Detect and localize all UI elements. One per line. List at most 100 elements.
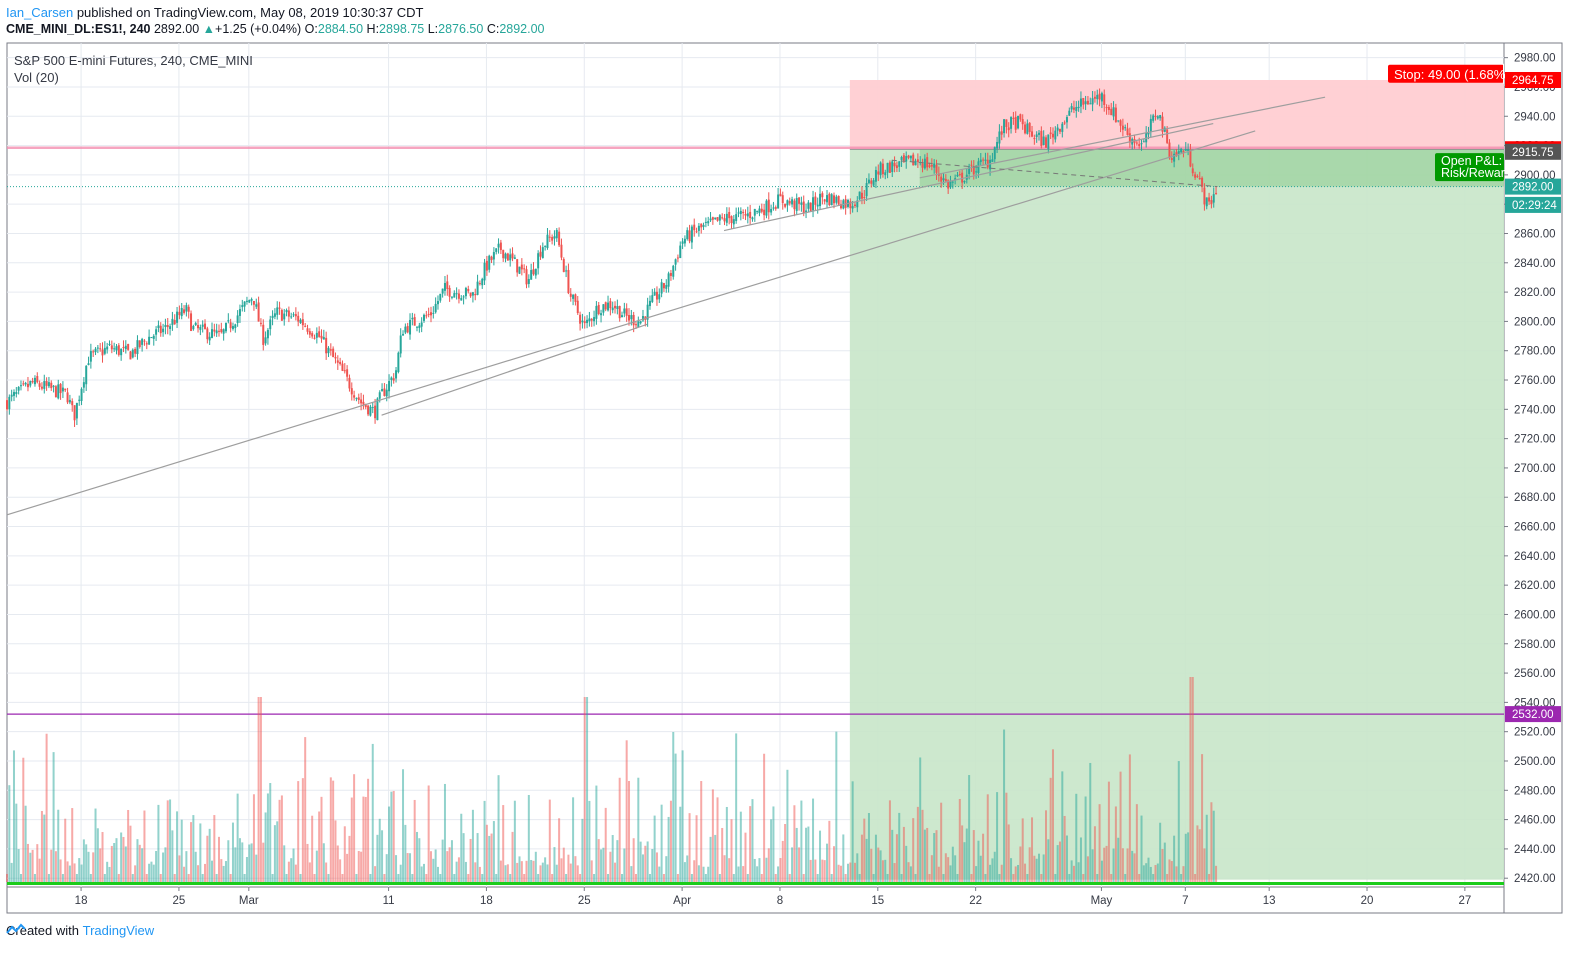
candle[interactable] — [327, 347, 330, 354]
candle[interactable] — [886, 162, 889, 173]
candle[interactable] — [1105, 107, 1108, 109]
candle[interactable] — [665, 285, 668, 289]
candle[interactable] — [611, 307, 614, 311]
candle[interactable] — [152, 335, 155, 339]
candle[interactable] — [201, 324, 204, 327]
candle[interactable] — [478, 283, 481, 285]
candle[interactable] — [325, 337, 328, 354]
candle[interactable] — [707, 221, 710, 224]
candle[interactable] — [1112, 107, 1115, 117]
price-axis-badge[interactable] — [1505, 71, 1561, 88]
candle[interactable] — [704, 221, 707, 223]
candle[interactable] — [404, 326, 407, 333]
trend-line[interactable] — [381, 323, 648, 416]
candle[interactable] — [1208, 197, 1211, 202]
candle[interactable] — [998, 131, 1001, 144]
candle[interactable] — [52, 385, 55, 387]
candle[interactable] — [891, 161, 894, 172]
candle[interactable] — [1012, 117, 1015, 119]
candle[interactable] — [378, 392, 381, 399]
candle[interactable] — [632, 314, 635, 326]
candle[interactable] — [1212, 194, 1215, 203]
candle[interactable] — [1045, 137, 1048, 148]
candle[interactable] — [278, 307, 281, 309]
candle[interactable] — [369, 406, 372, 416]
candle[interactable] — [294, 314, 297, 317]
candle[interactable] — [15, 392, 18, 395]
candle[interactable] — [662, 283, 665, 289]
candle[interactable] — [222, 329, 225, 334]
candle[interactable] — [110, 345, 113, 350]
candle[interactable] — [716, 217, 719, 221]
candle[interactable] — [602, 304, 605, 313]
candle[interactable] — [29, 380, 32, 386]
candle[interactable] — [318, 331, 321, 337]
trend-line[interactable] — [919, 96, 1326, 179]
candle[interactable] — [1168, 142, 1171, 158]
candle[interactable] — [43, 381, 46, 389]
candle[interactable] — [448, 287, 451, 297]
candle[interactable] — [436, 301, 439, 305]
author-link[interactable]: Ian_Carsen — [6, 5, 74, 20]
candle[interactable] — [583, 321, 586, 324]
candle[interactable] — [711, 217, 714, 220]
candle[interactable] — [837, 196, 840, 205]
candle[interactable] — [821, 193, 824, 198]
candle[interactable] — [551, 236, 554, 241]
candle[interactable] — [921, 163, 924, 168]
candle[interactable] — [78, 399, 81, 401]
candle[interactable] — [422, 314, 425, 321]
candle[interactable] — [537, 253, 540, 269]
candle[interactable] — [250, 298, 253, 301]
candle[interactable] — [224, 322, 227, 332]
candle[interactable] — [271, 315, 274, 319]
candle[interactable] — [213, 329, 216, 332]
candle[interactable] — [1110, 108, 1113, 116]
candle[interactable] — [1154, 115, 1157, 117]
candle[interactable] — [120, 348, 123, 356]
candle[interactable] — [24, 382, 27, 385]
candle[interactable] — [653, 291, 656, 296]
candle[interactable] — [1177, 150, 1180, 155]
profit-target-zone[interactable] — [849, 149, 1504, 880]
candle[interactable] — [523, 268, 526, 270]
candle[interactable] — [1124, 127, 1127, 129]
candle[interactable] — [839, 204, 842, 209]
candle[interactable] — [257, 302, 260, 322]
candle[interactable] — [492, 252, 495, 260]
candle[interactable] — [383, 388, 386, 396]
candle[interactable] — [180, 308, 183, 317]
trend-line[interactable] — [6, 130, 1256, 516]
candle[interactable] — [898, 161, 901, 167]
candle[interactable] — [1114, 107, 1117, 122]
candle[interactable] — [101, 349, 104, 356]
candle[interactable] — [1103, 94, 1106, 105]
candle[interactable] — [807, 202, 810, 209]
candle[interactable] — [259, 322, 262, 324]
candle[interactable] — [82, 382, 85, 388]
candle[interactable] — [1119, 120, 1122, 126]
candle[interactable] — [639, 321, 642, 324]
candle[interactable] — [117, 345, 120, 355]
candle[interactable] — [439, 293, 442, 301]
candle[interactable] — [1079, 98, 1082, 107]
candle[interactable] — [835, 196, 838, 203]
candle[interactable] — [1184, 149, 1187, 151]
candle[interactable] — [485, 260, 488, 271]
candle[interactable] — [828, 193, 831, 205]
candle[interactable] — [951, 181, 954, 183]
candle[interactable] — [667, 273, 670, 287]
candle[interactable] — [669, 273, 672, 276]
candle[interactable] — [350, 388, 353, 395]
candle[interactable] — [870, 180, 873, 184]
candle[interactable] — [441, 288, 444, 294]
candle[interactable] — [1010, 117, 1013, 129]
candle[interactable] — [455, 293, 458, 295]
candle[interactable] — [1019, 114, 1022, 120]
candle[interactable] — [1031, 131, 1034, 137]
candle[interactable] — [1014, 116, 1017, 130]
candle[interactable] — [916, 159, 919, 163]
candle[interactable] — [273, 313, 276, 317]
candle[interactable] — [127, 343, 130, 350]
candle[interactable] — [851, 206, 854, 209]
